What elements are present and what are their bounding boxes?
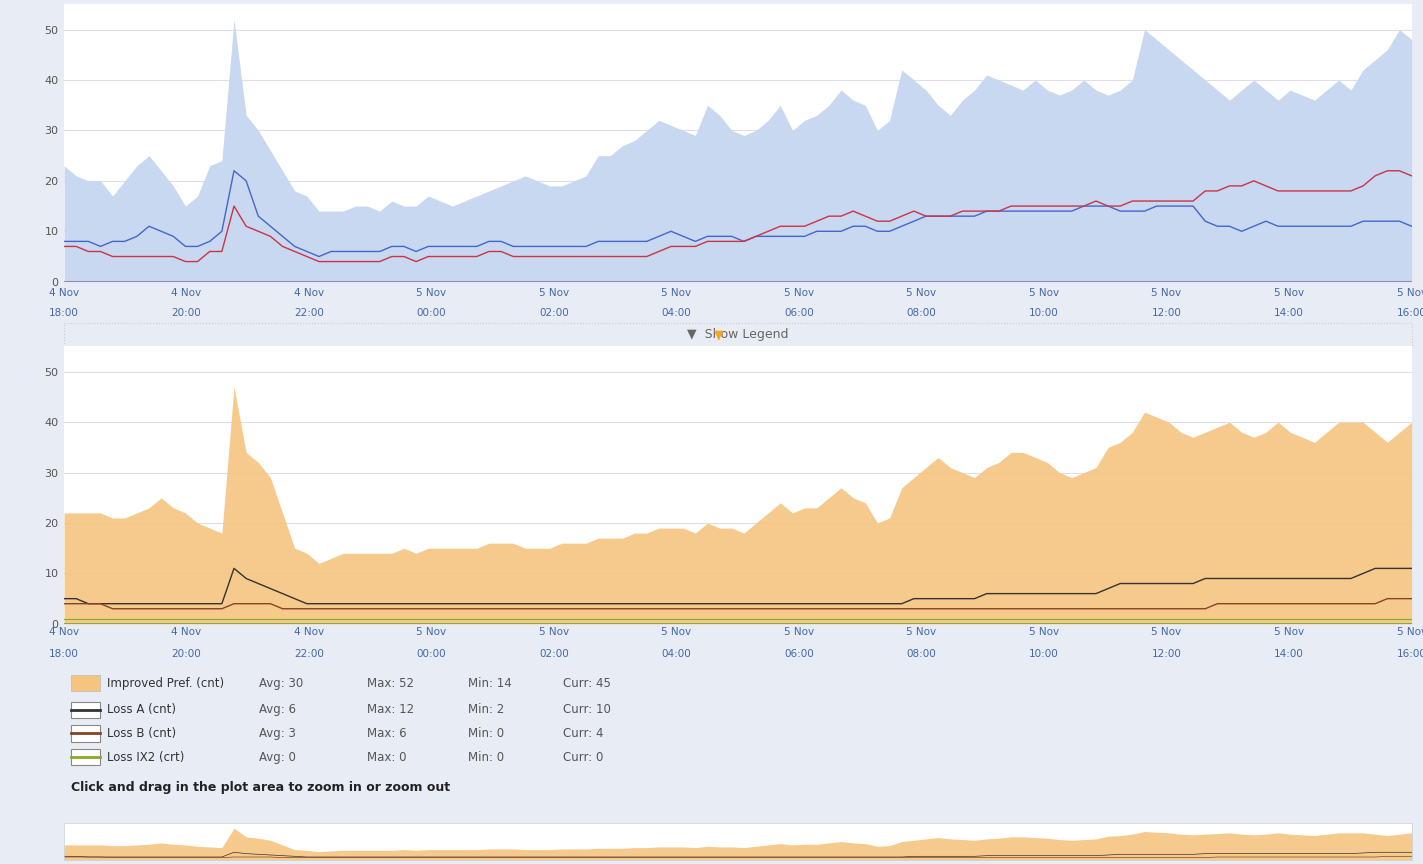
Text: 08:00: 08:00 [906, 308, 936, 318]
Text: Max: 52: Max: 52 [367, 677, 414, 689]
Text: 10:00: 10:00 [1029, 308, 1059, 318]
Text: 16:00: 16:00 [1397, 308, 1423, 318]
Text: 08:00: 08:00 [906, 649, 936, 659]
Text: 5 Nov: 5 Nov [1151, 627, 1181, 637]
Text: Avg: 3: Avg: 3 [259, 727, 296, 740]
Text: 22:00: 22:00 [295, 308, 324, 318]
Text: 5 Nov: 5 Nov [906, 288, 936, 298]
Text: Min: 0: Min: 0 [468, 727, 504, 740]
Text: Curr: 10: Curr: 10 [562, 703, 610, 716]
Text: Min: 14: Min: 14 [468, 677, 512, 689]
Text: 00:00: 00:00 [417, 308, 447, 318]
Text: 06:00: 06:00 [784, 649, 814, 659]
Text: 4 Nov: 4 Nov [295, 288, 324, 298]
Text: 5 Nov: 5 Nov [417, 288, 447, 298]
Text: 4 Nov: 4 Nov [295, 627, 324, 637]
Text: Loss IX2 (crt): Loss IX2 (crt) [107, 751, 185, 764]
Text: 5 Nov: 5 Nov [1274, 288, 1303, 298]
Text: ▼: ▼ [714, 328, 724, 341]
Text: 14:00: 14:00 [1274, 649, 1303, 659]
Text: 5 Nov: 5 Nov [539, 288, 569, 298]
Text: Avg: 30: Avg: 30 [259, 677, 303, 689]
Text: 12:00: 12:00 [1151, 649, 1181, 659]
Bar [71, 725, 101, 741]
Text: 5 Nov: 5 Nov [662, 627, 692, 637]
Text: 04:00: 04:00 [662, 649, 692, 659]
Text: Click and drag in the plot area to zoom in or zoom out: Click and drag in the plot area to zoom … [71, 781, 450, 794]
Text: ▼  Show Legend: ▼ Show Legend [687, 328, 788, 341]
Text: 02:00: 02:00 [539, 649, 569, 659]
Text: 5 Nov: 5 Nov [1029, 288, 1059, 298]
Bar [71, 749, 101, 766]
Text: 5 Nov: 5 Nov [417, 627, 447, 637]
Text: 5 Nov: 5 Nov [784, 627, 814, 637]
Text: Min: 0: Min: 0 [468, 751, 504, 764]
Text: 02:00: 02:00 [539, 308, 569, 318]
Text: 06:00: 06:00 [784, 308, 814, 318]
Text: 4 Nov: 4 Nov [48, 288, 80, 298]
Text: Curr: 45: Curr: 45 [562, 677, 610, 689]
Text: 10:00: 10:00 [1029, 649, 1059, 659]
Text: Max: 0: Max: 0 [367, 751, 407, 764]
Text: 4 Nov: 4 Nov [48, 627, 80, 637]
Text: 5 Nov: 5 Nov [662, 288, 692, 298]
Text: 4 Nov: 4 Nov [171, 627, 202, 637]
Text: 14:00: 14:00 [1274, 308, 1303, 318]
Text: Improved Pref. (cnt): Improved Pref. (cnt) [107, 677, 225, 689]
Text: 16:00: 16:00 [1397, 649, 1423, 659]
Text: 20:00: 20:00 [172, 308, 202, 318]
Text: 12:00: 12:00 [1151, 308, 1181, 318]
Text: Curr: 0: Curr: 0 [562, 751, 603, 764]
Text: 00:00: 00:00 [417, 649, 447, 659]
Text: 18:00: 18:00 [50, 308, 78, 318]
Text: 04:00: 04:00 [662, 308, 692, 318]
Text: 5 Nov: 5 Nov [784, 288, 814, 298]
Text: Loss A (cnt): Loss A (cnt) [107, 703, 176, 716]
Text: 4 Nov: 4 Nov [171, 288, 202, 298]
Text: 5 Nov: 5 Nov [1151, 288, 1181, 298]
Text: Curr: 4: Curr: 4 [562, 727, 603, 740]
Text: 5 Nov: 5 Nov [1029, 627, 1059, 637]
Text: 5 Nov: 5 Nov [1396, 288, 1423, 298]
Text: Max: 6: Max: 6 [367, 727, 407, 740]
Text: 5 Nov: 5 Nov [906, 627, 936, 637]
Bar [71, 675, 101, 691]
Text: Min: 2: Min: 2 [468, 703, 505, 716]
Text: 18:00: 18:00 [50, 649, 78, 659]
Text: Avg: 0: Avg: 0 [259, 751, 296, 764]
Text: 5 Nov: 5 Nov [1274, 627, 1303, 637]
Text: 5 Nov: 5 Nov [1396, 627, 1423, 637]
Text: 22:00: 22:00 [295, 649, 324, 659]
Bar [71, 702, 101, 718]
Text: Max: 12: Max: 12 [367, 703, 414, 716]
Text: 20:00: 20:00 [172, 649, 202, 659]
Text: 5 Nov: 5 Nov [539, 627, 569, 637]
Text: Loss B (cnt): Loss B (cnt) [107, 727, 176, 740]
Text: Avg: 6: Avg: 6 [259, 703, 296, 716]
